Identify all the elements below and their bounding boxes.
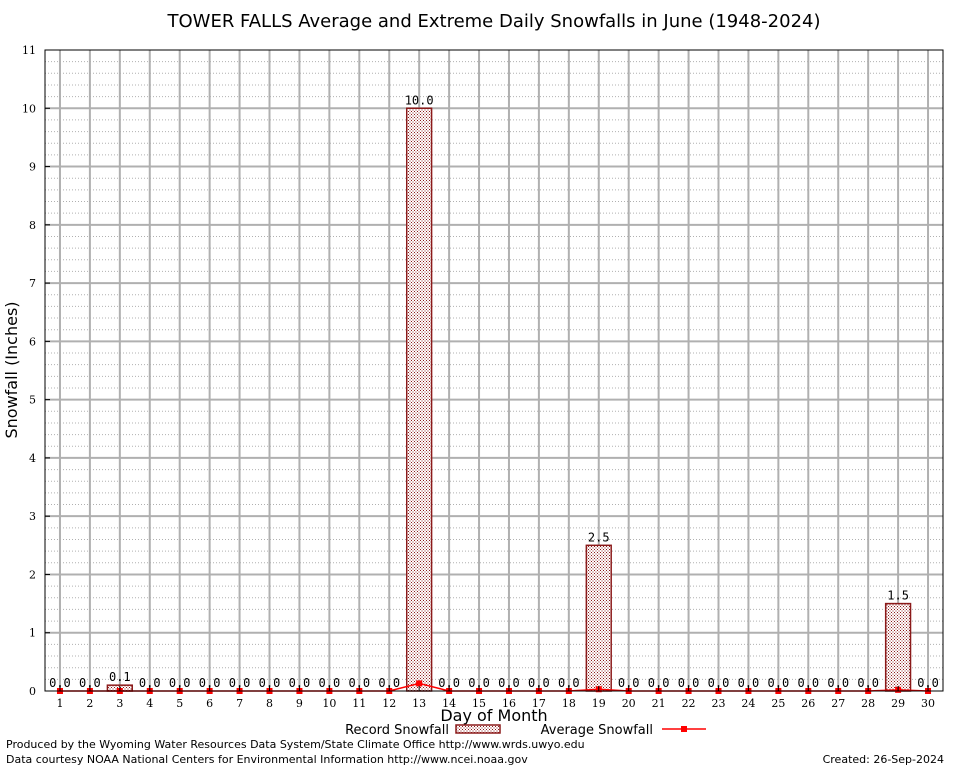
footer-created: Created: 26-Sep-2024	[823, 753, 944, 766]
data-label-day-19: 2.5	[588, 530, 610, 544]
data-label-day-6: 0.0	[199, 676, 221, 690]
x-tick-label: 4	[146, 697, 153, 710]
x-tick-label: 7	[236, 697, 243, 710]
data-label-day-10: 0.0	[319, 676, 341, 690]
data-label-day-22: 0.0	[678, 676, 700, 690]
x-tick-label: 28	[861, 697, 875, 710]
data-label-day-15: 0.0	[468, 676, 490, 690]
data-label-day-7: 0.0	[229, 676, 251, 690]
x-tick-label: 27	[831, 697, 845, 710]
x-tick-label: 23	[712, 697, 726, 710]
x-tick-label: 13	[412, 697, 426, 710]
data-label-day-20: 0.0	[618, 676, 640, 690]
x-tick-label: 22	[682, 697, 696, 710]
data-label-day-18: 0.0	[558, 676, 580, 690]
data-label-day-17: 0.0	[528, 676, 550, 690]
y-tick-label: 11	[22, 44, 36, 57]
y-tick-label: 2	[29, 568, 36, 581]
y-tick-labels: 0 1 2 3 4 5 6 7 8 9 10 11	[22, 44, 50, 698]
x-tick-label: 25	[771, 697, 785, 710]
data-label-day-8: 0.0	[259, 676, 281, 690]
y-tick-label: 5	[29, 394, 36, 407]
y-tick-label: 10	[22, 102, 36, 115]
x-tick-label: 30	[921, 697, 935, 710]
x-tick-label: 3	[116, 697, 123, 710]
data-label-day-30: 0.0	[917, 676, 939, 690]
legend-record-label: Record Snowfall	[345, 723, 449, 738]
bar-day-13	[405, 107, 433, 692]
y-tick-label: 8	[29, 219, 36, 232]
data-label-day-21: 0.0	[648, 676, 670, 690]
data-label-day-25: 0.0	[768, 676, 790, 690]
data-labels: 0.0 0.0 0.1 0.0 0.0 0.0 0.0 0.0 0.0 0.0 0.0 0.0 10.0…	[49, 93, 939, 690]
x-tick-label: 8	[266, 697, 273, 710]
chart-title: TOWER FALLS Average and Extreme Daily Sn…	[166, 11, 820, 32]
data-label-day-2: 0.0	[79, 676, 101, 690]
x-tick-labels: 1 2 3 4 5 6 7 8 9 10 11 12 13 14 15 16 17 18 19 20 21 22 23 24 2…	[56, 686, 935, 710]
footer-producer: Produced by the Wyoming Water Resources …	[6, 738, 585, 751]
average-marker-day-13	[416, 680, 423, 687]
data-label-day-16: 0.0	[498, 676, 520, 690]
data-label-day-23: 0.0	[708, 676, 730, 690]
data-label-day-9: 0.0	[289, 676, 311, 690]
y-tick-label: 0	[29, 685, 36, 698]
x-tick-label: 1	[56, 697, 63, 710]
y-axis-label: Snowfall (Inches)	[2, 301, 21, 438]
y-tick-label: 6	[29, 335, 36, 348]
data-label-day-12: 0.0	[378, 676, 400, 690]
legend-average-label: Average Snowfall	[541, 723, 653, 738]
x-tick-label: 29	[891, 697, 905, 710]
x-tick-label: 5	[176, 697, 183, 710]
x-tick-label: 11	[352, 697, 366, 710]
y-tick-label: 9	[29, 161, 36, 174]
bar-day-29	[884, 602, 912, 692]
x-tick-label: 10	[322, 697, 336, 710]
data-label-day-29: 1.5	[887, 589, 909, 603]
grid	[45, 50, 943, 691]
y-tick-label: 7	[29, 277, 36, 290]
legend-record-swatch	[455, 724, 501, 734]
x-tick-label: 18	[562, 697, 576, 710]
x-tick-label: 24	[741, 697, 755, 710]
data-label-day-13: 10.0	[405, 93, 434, 107]
y-tick-label: 4	[29, 452, 36, 465]
x-tick-label: 17	[532, 697, 546, 710]
x-tick-label: 9	[296, 697, 303, 710]
y-tick-label: 1	[29, 627, 36, 640]
x-tick-label: 15	[472, 697, 486, 710]
x-tick-label: 19	[592, 697, 606, 710]
data-label-day-14: 0.0	[438, 676, 460, 690]
x-tick-label: 2	[86, 697, 93, 710]
data-label-day-26: 0.0	[797, 676, 819, 690]
x-tick-label: 20	[622, 697, 636, 710]
bar-day-19	[585, 544, 612, 692]
bars	[106, 107, 912, 692]
data-label-day-28: 0.0	[857, 676, 879, 690]
x-tick-label: 21	[652, 697, 666, 710]
data-label-day-5: 0.0	[169, 676, 191, 690]
data-label-day-4: 0.0	[139, 676, 161, 690]
x-tick-label: 26	[801, 697, 815, 710]
data-label-day-11: 0.0	[348, 676, 370, 690]
legend: Record Snowfall Average Snowfall	[345, 723, 706, 738]
data-label-day-24: 0.0	[738, 676, 760, 690]
x-tick-label: 12	[382, 697, 396, 710]
y-tick-label: 3	[29, 510, 36, 523]
x-tick-label: 14	[442, 697, 456, 710]
legend-average-marker	[681, 726, 687, 732]
x-axis-label: Day of Month	[440, 706, 547, 725]
data-label-day-3: 0.1	[109, 670, 131, 684]
x-tick-label: 6	[206, 697, 213, 710]
data-label-day-27: 0.0	[827, 676, 849, 690]
x-tick-label: 16	[502, 697, 516, 710]
footer-courtesy: Data courtesy NOAA National Centers for …	[6, 753, 528, 766]
plot-frame	[44, 49, 944, 692]
data-label-day-1: 0.0	[49, 676, 71, 690]
